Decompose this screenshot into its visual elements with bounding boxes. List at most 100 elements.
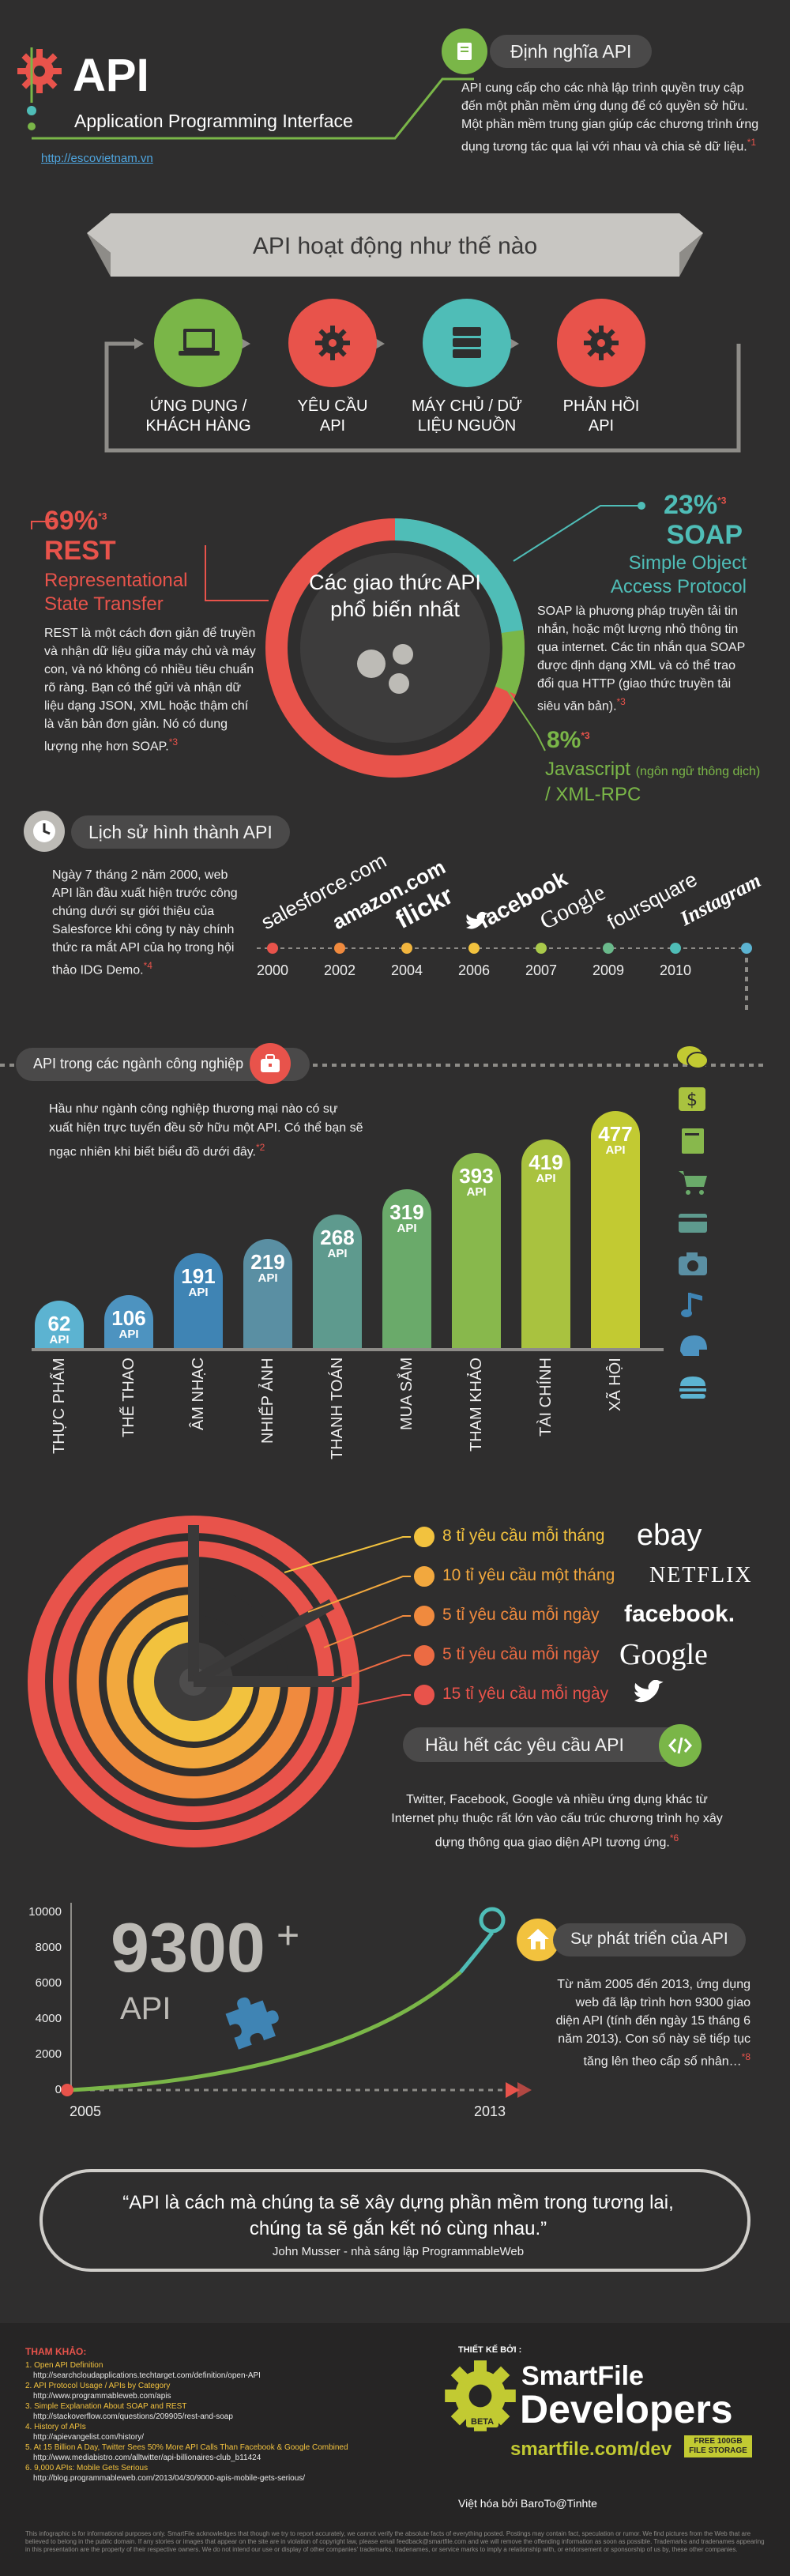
growth-y-tick: 6000: [35, 1976, 62, 1990]
definition-text: API cung cấp cho các nhà lập trình quyền…: [461, 81, 759, 154]
brand-netflix: NETFLIX: [649, 1563, 753, 1587]
bar-unit: API: [258, 1271, 278, 1286]
growth-text: Từ năm 2005 đến 2013, ứng dụng web đã lậ…: [555, 1978, 750, 2069]
how-flow-lines: [104, 338, 741, 453]
bar-value: 319: [389, 1200, 424, 1225]
brand-ebay: ebay: [637, 1519, 702, 1552]
growth-big-number: 9300: [111, 1908, 265, 1987]
reference-title: 2. API Protocol Usage / APIs by Category: [25, 2382, 171, 2390]
timeline-dot: [536, 943, 547, 954]
design-by: THIẾT KẾ BỞI :: [458, 2345, 522, 2355]
reference-title: 6. 9,000 APIs: Mobile Gets Serious: [25, 2464, 149, 2472]
soap-name: SOAP: [666, 520, 743, 550]
timeline-dot: [670, 943, 681, 954]
timeline-dot: [267, 943, 278, 954]
growth-section: 2005 2013 9300 + API Sự phát triển của A…: [0, 1896, 790, 2133]
growth-y-tick: 8000: [35, 1941, 62, 1954]
code-icon: [668, 1737, 692, 1754]
how-title: API hoạt động như thế nào: [252, 233, 538, 259]
industry-bar: 62 API: [35, 1301, 84, 1348]
industry-category-label: XÃ HỘI: [607, 1358, 624, 1411]
industry-bar: 191 API: [174, 1252, 223, 1348]
reference-title: 3. Simple Explanation About SOAP and RES…: [25, 2402, 187, 2411]
growth-x-2005: 2005: [70, 2103, 102, 2119]
growth-chart: [61, 1903, 532, 2098]
beta-badge: BETA: [466, 2416, 499, 2427]
cart-icon: [679, 1171, 707, 1195]
camera-icon: [679, 1252, 707, 1275]
request-dot: [411, 1563, 438, 1590]
industry-bar: 219 API: [243, 1239, 292, 1348]
bar-unit: API: [466, 1184, 487, 1199]
bar-value: 191: [181, 1264, 216, 1288]
request-netflix-text: 10 tỉ yêu cầu một tháng: [442, 1566, 615, 1584]
history-title: Lịch sử hình thành API: [71, 815, 290, 849]
source-link[interactable]: http://escovietnam.vn: [41, 152, 153, 165]
chat-icon: [677, 1046, 709, 1069]
industry-chart: 62 API 106 API 191 API 219 API 268 API 319 API 393 AP…: [0, 1019, 790, 1351]
industry-bar: 419 API: [521, 1139, 570, 1348]
industry-category-label: MUA SẮM: [398, 1358, 416, 1431]
year-label: 2002: [323, 962, 356, 978]
references-title: THAM KHẢO:: [25, 2346, 87, 2357]
book-icon: [682, 1128, 704, 1154]
bar-unit: API: [118, 1328, 139, 1342]
dollar-icon: $: [679, 1087, 705, 1111]
smartfile-link[interactable]: smartfile.com/dev: [510, 2439, 672, 2460]
industry-bar: 319 API: [382, 1189, 431, 1348]
protocol-lines: [31, 502, 645, 751]
reference-list: 1. Open API Definition http://searchcloud…: [25, 2360, 436, 2484]
translated-by: Việt hóa bởi BaroTo@Tinhte: [458, 2497, 597, 2510]
reference-link[interactable]: http://apievangelist.com/history/: [33, 2433, 145, 2442]
growth-y-tick: 10000: [28, 1905, 62, 1919]
twitter-bird-icon: [634, 1680, 664, 1703]
brand-developers: Developers: [520, 2387, 733, 2431]
reference-link[interactable]: http://www.mediabistro.com/alltwitter/ap…: [33, 2454, 261, 2462]
brand-google: Google: [619, 1638, 708, 1671]
timeline-dot: [468, 943, 480, 954]
page-subtitle: Application Programming Interface: [74, 111, 353, 131]
bar-unit: API: [536, 1172, 556, 1186]
step-server-label: MÁY CHỦ / DỮ LIỆU NGUỒN: [411, 397, 523, 435]
request-twitter-text: 15 tỉ yêu cầu mỗi ngày: [442, 1685, 609, 1703]
reference-link[interactable]: http://blog.programmableweb.com/2013/04/…: [33, 2474, 306, 2483]
industry-category-label: THỰC PHẨM: [51, 1358, 68, 1454]
industry-text: Hầu như ngành công nghiệp thương mại nào…: [49, 1102, 363, 1159]
year-label: 2010: [659, 962, 692, 978]
laptop-icon: [179, 329, 220, 356]
bar-value: 419: [529, 1151, 563, 1175]
growth-line: [70, 1970, 462, 2092]
brand-facebook: facebook.: [624, 1601, 735, 1627]
industry-bar: 106 API: [104, 1295, 153, 1348]
year-label: 2009: [592, 962, 625, 978]
industry-bar: 268 API: [313, 1215, 362, 1348]
reference-link[interactable]: http://www.programmableweb.com/apis: [33, 2392, 171, 2401]
year-label: 2004: [390, 962, 423, 978]
how-section: API hoạt động như thế nào ỨNG DỤNG / KHÁ…: [0, 213, 790, 474]
bar-unit: API: [605, 1143, 626, 1157]
growth-y-tick: 2000: [35, 2047, 62, 2061]
industry-category-label: TÀI CHÍNH: [537, 1358, 555, 1437]
industry-section: API trong các ngành công nghiệp Hầu như …: [0, 1019, 790, 1493]
history-text: Ngày 7 tháng 2 năm 2000, web API lần đầu…: [52, 868, 238, 977]
request-ebay-text: 8 tỉ yêu cầu mỗi tháng: [442, 1527, 605, 1545]
reference-title: 5. At 15 Billion A Day, Twitter Sees 50%…: [25, 2443, 348, 2452]
gear-icon: [315, 326, 350, 360]
twitter-bird-icon: [466, 912, 488, 929]
music-icon: [681, 1293, 702, 1317]
bar-value: 477: [598, 1122, 633, 1146]
free-storage-badge: FREE 100GB FILE STORAGE: [684, 2435, 752, 2457]
request-dot: [411, 1523, 438, 1550]
timeline-dot: [741, 943, 752, 954]
step-request-label: YÊU CẦU API: [297, 397, 368, 435]
growth-plus: +: [276, 1913, 300, 1957]
reference-link[interactable]: http://searchcloudapplications.techtarge…: [33, 2371, 261, 2380]
protocols-section: Các giao thức API phổ biến nhất 69%*3 RE…: [0, 482, 790, 814]
soap-percent: 23%*3: [664, 490, 727, 520]
definition-title: Định nghĩa API: [490, 35, 653, 68]
quote-text: “API là cách mà chúng ta sẽ xây dựng phầ…: [122, 2192, 674, 2239]
reference-title: 1. Open API Definition: [25, 2361, 103, 2370]
reference-link[interactable]: http://stackoverflow.com/questions/20990…: [33, 2412, 233, 2421]
industry-icons: $: [675, 1043, 723, 1438]
server-icon: [453, 327, 481, 358]
